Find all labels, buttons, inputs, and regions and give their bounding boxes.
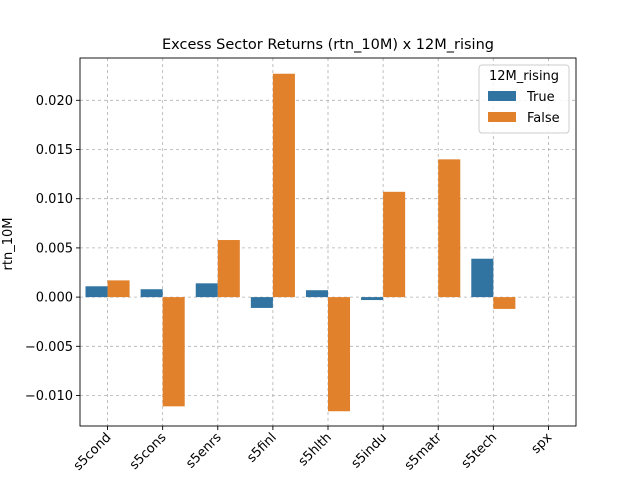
y-tick-label-5: 0.015 bbox=[36, 143, 73, 158]
x-tick-label-spx: spx bbox=[529, 430, 556, 457]
legend-title: 12M_rising bbox=[489, 69, 559, 84]
y-axis-ticks: −0.010 −0.005 0.000 0.005 0.010 0.015 0.020 bbox=[25, 94, 80, 404]
legend-swatch-true bbox=[488, 91, 516, 101]
bars bbox=[85, 73, 516, 412]
y-axis-label: rtn_10M bbox=[1, 218, 16, 271]
bar-false-s5tech bbox=[493, 297, 516, 309]
bar-true-s5cond bbox=[85, 286, 108, 298]
x-tick-label-s5hlth: s5hlth bbox=[296, 430, 335, 469]
x-tick-label-s5matr: s5matr bbox=[402, 430, 446, 474]
y-tick-label-6: 0.020 bbox=[36, 94, 73, 109]
x-tick-label-s5indu: s5indu bbox=[349, 430, 390, 471]
bar-true-s5hlth bbox=[305, 290, 328, 298]
bar-false-s5matr bbox=[438, 159, 461, 298]
x-tick-label-s5finl: s5finl bbox=[244, 430, 279, 465]
bar-true-s5tech bbox=[471, 258, 494, 298]
bar-true-s5enrs bbox=[195, 283, 218, 298]
bar-false-s5hlth bbox=[328, 297, 351, 412]
y-tick-label-3: 0.005 bbox=[36, 241, 73, 256]
x-tick-label-s5enrs: s5enrs bbox=[183, 430, 224, 471]
bar-false-s5cons bbox=[162, 297, 185, 407]
bar-false-s5finl bbox=[272, 73, 295, 298]
legend-label-false: False bbox=[527, 111, 560, 126]
bar-true-s5indu bbox=[361, 297, 384, 301]
legend: 12M_rising True False bbox=[478, 64, 570, 134]
x-tick-label-s5cond: s5cond bbox=[71, 430, 115, 474]
y-tick-label-2: 0.000 bbox=[36, 291, 73, 306]
bar-true-s5cons bbox=[140, 289, 163, 298]
legend-swatch-false bbox=[488, 112, 516, 122]
bar-false-s5enrs bbox=[217, 240, 240, 298]
bar-false-s5cond bbox=[107, 280, 130, 298]
legend-label-true: True bbox=[526, 90, 555, 105]
x-tick-label-s5tech: s5tech bbox=[459, 430, 500, 471]
x-tick-label-s5cons: s5cons bbox=[127, 430, 170, 473]
y-tick-label-0: −0.010 bbox=[25, 389, 73, 404]
chart-title: Excess Sector Returns (rtn_10M) x 12M_ri… bbox=[162, 37, 494, 53]
bar-true-s5finl bbox=[250, 297, 273, 308]
x-axis-ticks: s5cond s5cons s5enrs s5finl s5hlth s5indu s5ma… bbox=[71, 426, 556, 474]
y-tick-label-1: −0.005 bbox=[25, 340, 73, 355]
y-tick-label-4: 0.010 bbox=[36, 192, 73, 207]
bar-false-s5indu bbox=[383, 191, 406, 298]
